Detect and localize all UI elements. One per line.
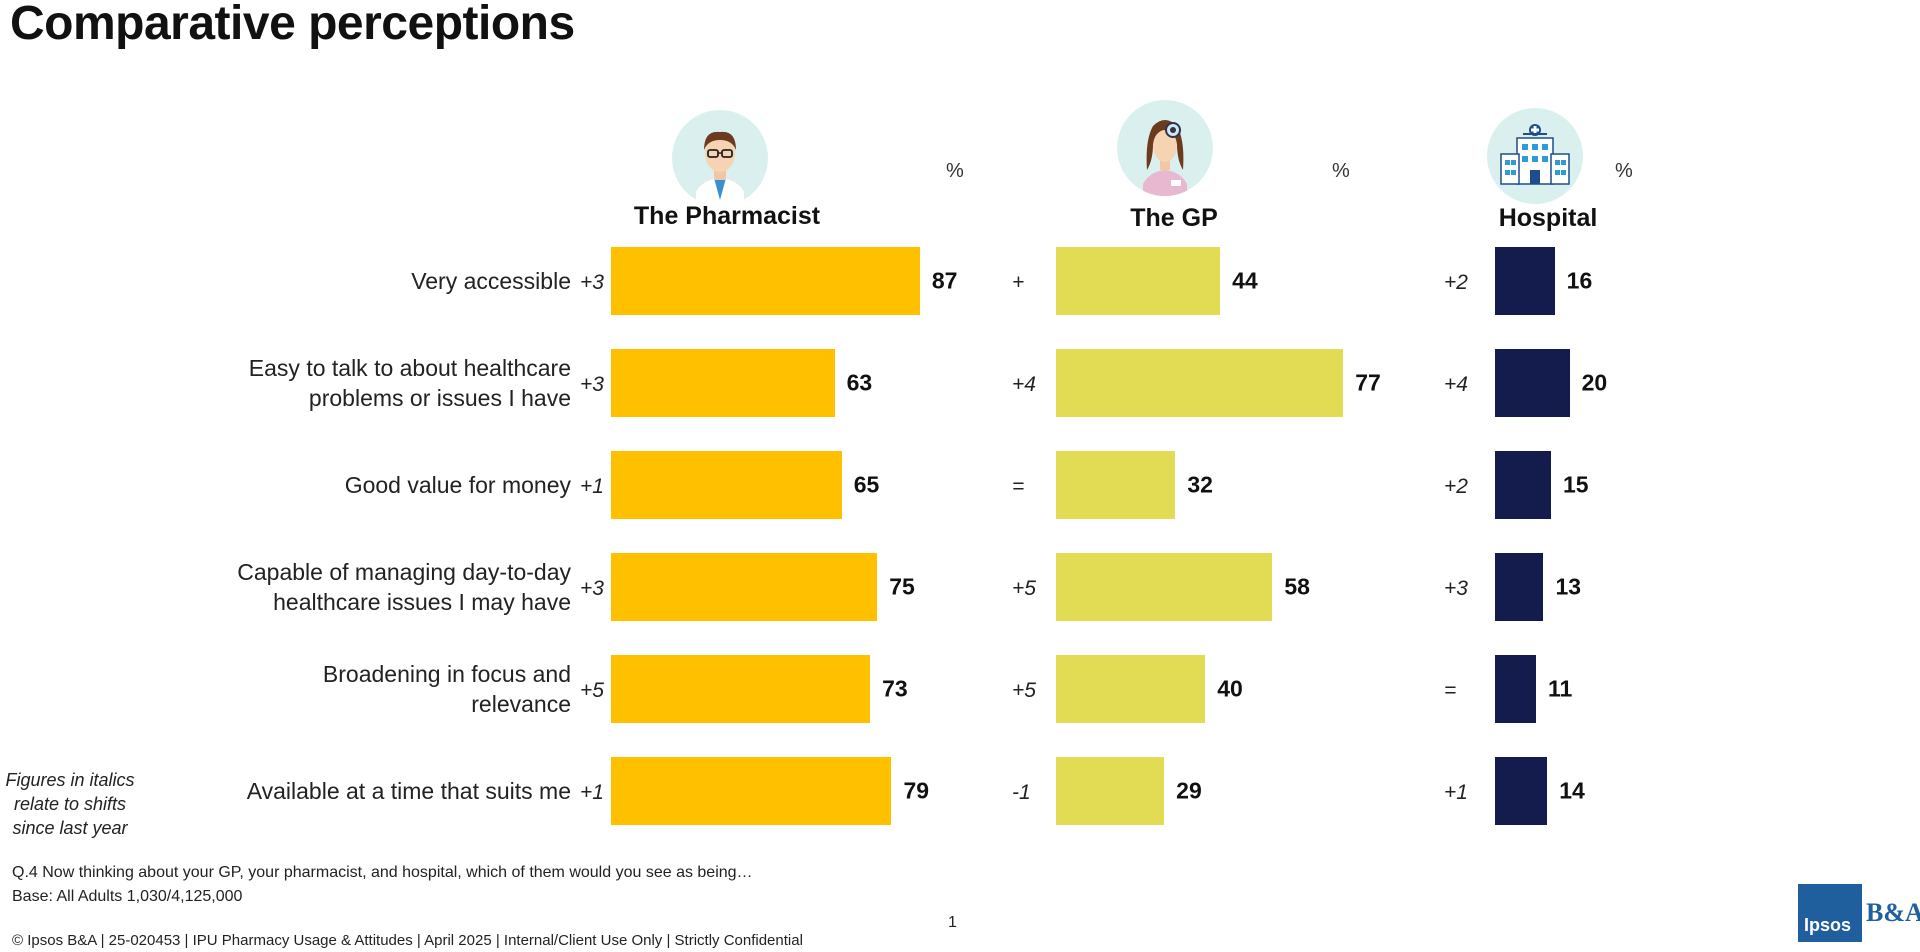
italics-note: Figures in italics relate to shifts sinc… xyxy=(0,768,140,840)
data-label: 87 xyxy=(931,267,958,294)
data-label: 44 xyxy=(1232,267,1258,294)
column-title-hospital: Hospital xyxy=(1498,204,1598,232)
data-label: 79 xyxy=(903,777,930,804)
bar-2-0 xyxy=(1495,247,1555,315)
base-text: Base: All Adults 1,030/4,125,000 xyxy=(12,888,243,905)
category-label-line: Capable of managing day-to-day xyxy=(237,559,571,585)
shift-label: +3 xyxy=(580,577,604,600)
pct-label-pharmacist: % xyxy=(946,160,964,182)
hospital-icon xyxy=(1487,108,1583,204)
bar-0-2 xyxy=(611,451,842,519)
category-label-line: Broadening in focus and xyxy=(322,661,571,687)
shift-label: +4 xyxy=(1444,373,1468,396)
ba-logo: B&A xyxy=(1866,898,1920,927)
shift-label: +2 xyxy=(1444,475,1468,498)
bar-1-4 xyxy=(1056,655,1206,723)
column-title-pharmacist: The Pharmacist xyxy=(633,202,821,230)
shift-label: +5 xyxy=(1012,577,1036,600)
bar-0-3 xyxy=(611,553,878,621)
data-label: 15 xyxy=(1562,471,1589,498)
bar-0-5 xyxy=(611,757,892,825)
shift-label: + xyxy=(1012,271,1025,294)
shift-label: +1 xyxy=(580,475,604,498)
category-label-line: problems or issues I have xyxy=(308,385,571,411)
bar-0-1 xyxy=(611,349,835,417)
data-label: 77 xyxy=(1355,369,1381,396)
data-label: 16 xyxy=(1566,267,1593,294)
data-label: 13 xyxy=(1555,573,1582,600)
category-label-line: relevance xyxy=(471,691,571,717)
category-label: Broadening in focus and relevance xyxy=(151,659,571,719)
italics-note-line: relate to shifts xyxy=(13,794,127,814)
shift-label: = xyxy=(1444,679,1457,702)
shift-label: +5 xyxy=(580,679,604,702)
category-label-line: Good value for money xyxy=(344,472,571,498)
italics-note-line: Figures in italics xyxy=(5,770,135,790)
category-label: Good value for money xyxy=(151,470,571,500)
bar-2-5 xyxy=(1495,757,1548,825)
data-label: 63 xyxy=(846,369,873,396)
category-label: Available at a time that suits me xyxy=(151,776,571,806)
bar-1-3 xyxy=(1056,553,1273,621)
ipsos-logo: Ipsos xyxy=(1798,884,1862,942)
category-label-line: Easy to talk to about healthcare xyxy=(248,355,571,381)
category-label: Capable of managing day-to-day healthcare… xyxy=(151,557,571,617)
pharmacist-icon xyxy=(672,110,768,206)
category-label: Very accessible xyxy=(151,266,571,296)
ipsos-logo-text: Ipsos xyxy=(1804,915,1852,935)
data-label: 58 xyxy=(1284,573,1310,600)
question-text: Q.4 Now thinking about your GP, your pha… xyxy=(12,864,753,881)
column-title-gp: The GP xyxy=(1130,204,1218,232)
category-label-line: Very accessible xyxy=(411,268,571,294)
bar-1-5 xyxy=(1056,757,1165,825)
shift-label: +3 xyxy=(1444,577,1468,600)
bar-2-2 xyxy=(1495,451,1551,519)
data-label: 11 xyxy=(1548,675,1573,702)
bar-2-3 xyxy=(1495,553,1544,621)
data-label: 40 xyxy=(1217,675,1243,702)
data-label: 32 xyxy=(1187,471,1213,498)
data-label: 20 xyxy=(1581,369,1608,396)
data-label: 65 xyxy=(853,471,880,498)
bar-1-2 xyxy=(1056,451,1176,519)
bar-1-1 xyxy=(1056,349,1344,417)
data-label: 14 xyxy=(1559,777,1585,804)
shift-label: = xyxy=(1012,475,1025,498)
italics-note-line: since last year xyxy=(12,818,128,838)
pct-label-gp: % xyxy=(1332,160,1350,182)
bar-2-1 xyxy=(1495,349,1570,417)
copyright-text: © Ipsos B&A | 25-020453 | IPU Pharmacy U… xyxy=(12,932,803,949)
shift-label: +4 xyxy=(1012,373,1036,396)
bar-0-4 xyxy=(611,655,871,723)
gp-doctor-icon xyxy=(1117,100,1213,196)
pct-label-hospital: % xyxy=(1615,160,1633,182)
page-number: 1 xyxy=(948,914,957,931)
page-title: Comparative perceptions xyxy=(10,0,575,50)
bar-1-0 xyxy=(1056,247,1221,315)
shift-label: +3 xyxy=(580,271,604,294)
data-label: 75 xyxy=(889,573,915,600)
shift-label: +2 xyxy=(1444,271,1468,294)
shift-label: +1 xyxy=(580,781,604,804)
bar-0-0 xyxy=(611,247,920,315)
shift-label: +1 xyxy=(1444,781,1468,804)
category-label-line: healthcare issues I may have xyxy=(273,589,571,615)
shift-label: -1 xyxy=(1012,781,1031,804)
shift-label: +3 xyxy=(580,373,604,396)
shift-label: +5 xyxy=(1012,679,1036,702)
category-label: Easy to talk to about healthcare problems… xyxy=(151,353,571,413)
category-label-line: Available at a time that suits me xyxy=(246,778,571,804)
data-label: 73 xyxy=(882,675,908,702)
bar-2-4 xyxy=(1495,655,1537,723)
data-label: 29 xyxy=(1176,777,1202,804)
